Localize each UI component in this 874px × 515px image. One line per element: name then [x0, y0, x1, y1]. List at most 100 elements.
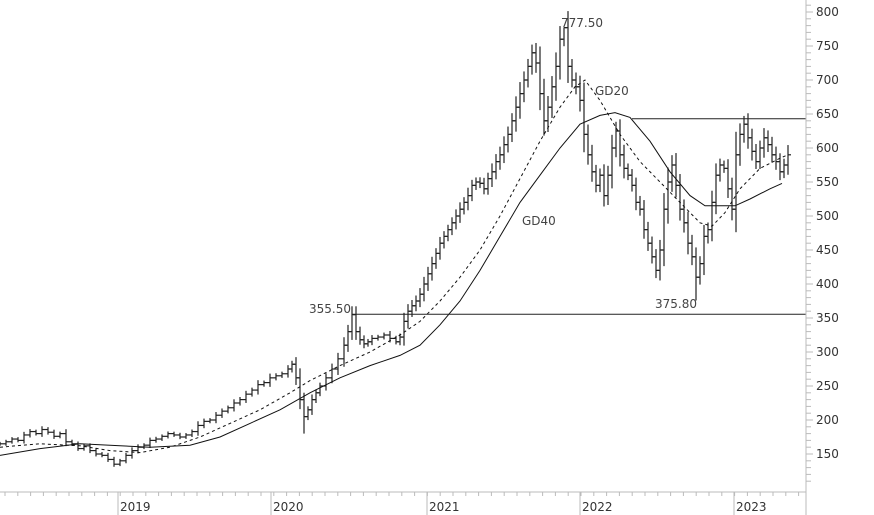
price-bar: [393, 335, 399, 345]
price-bar: [261, 380, 267, 387]
price-bar: [497, 146, 503, 170]
price-bar: [111, 456, 117, 467]
price-bar: [313, 389, 319, 403]
price-bar: [541, 78, 547, 136]
price-bar: [297, 368, 303, 410]
x-tick-label: 2021: [429, 500, 460, 514]
price-bar: [481, 177, 487, 195]
price-bar: [525, 58, 531, 88]
price-bar: [757, 140, 763, 170]
price-bar: [529, 44, 535, 75]
price-bar: [335, 352, 341, 375]
price-bar: [309, 394, 315, 415]
price-bar: [0, 441, 3, 446]
price-bar: [681, 199, 687, 233]
price-bar: [461, 197, 467, 215]
prior-high-label: 355.50: [309, 302, 351, 316]
price-bar: [305, 406, 311, 421]
price-bar: [781, 158, 787, 179]
price-bar: [425, 266, 431, 291]
price-bar: [625, 163, 631, 181]
y-tick-label: 700: [816, 73, 839, 87]
price-bar: [585, 124, 591, 165]
trough-label: 375.80: [655, 297, 697, 311]
y-tick-label: 650: [816, 107, 839, 121]
price-bar: [189, 429, 195, 438]
price-bar: [93, 448, 99, 457]
price-bar: [705, 222, 711, 244]
price-bar: [653, 249, 659, 279]
y-tick-label: 400: [816, 277, 839, 291]
price-bar: [147, 437, 153, 448]
price-bar: [445, 224, 451, 242]
price-bar: [255, 380, 261, 395]
price-bar: [577, 75, 583, 112]
price-bar: [177, 432, 183, 440]
price-bar: [553, 52, 559, 101]
price-bar: [665, 167, 671, 224]
price-bar: [129, 447, 135, 459]
price-bar: [717, 158, 723, 182]
price-bar: [721, 160, 727, 173]
price-bar: [533, 42, 539, 73]
price-bar: [557, 26, 563, 80]
price-bar: [207, 418, 213, 424]
y-tick-label: 150: [816, 447, 839, 461]
price-bar: [509, 113, 515, 143]
price-bar: [401, 312, 407, 346]
price-bar: [697, 256, 703, 285]
price-bar: [381, 332, 387, 340]
price-bar: [159, 434, 165, 441]
price-bar: [39, 426, 45, 437]
price-bar: [213, 412, 219, 424]
y-tick-label: 450: [816, 243, 839, 257]
x-tick-label: 2023: [736, 500, 767, 514]
x-tick-label: 2022: [582, 500, 613, 514]
price-bar: [417, 288, 423, 308]
price-bar: [195, 421, 201, 436]
gd20-label: GD20: [595, 84, 629, 98]
price-bar: [769, 136, 775, 163]
price-bar: [517, 82, 523, 119]
price-bar: [249, 387, 255, 397]
price-bar: [225, 405, 231, 414]
price-bar: [693, 247, 699, 301]
price-bar: [15, 437, 21, 443]
price-bar: [485, 172, 491, 195]
price-bar: [685, 211, 691, 255]
price-bar: [489, 163, 495, 187]
price-bar: [361, 335, 367, 349]
price-bar: [433, 248, 439, 269]
price-bar: [477, 177, 483, 189]
price-bar: [369, 335, 375, 346]
price-bar: [501, 136, 507, 164]
price-bar: [673, 153, 679, 198]
price-bar: [45, 427, 51, 435]
y-tick-label: 800: [816, 5, 839, 19]
price-bar: [573, 72, 579, 95]
price-bar: [725, 159, 731, 198]
price-bar: [629, 169, 635, 192]
price-bar: [621, 144, 627, 179]
price-bar: [117, 458, 123, 467]
price-bar: [581, 82, 587, 153]
price-bar: [521, 71, 527, 103]
plot-area: [0, 11, 791, 467]
y-tick-label: 350: [816, 311, 839, 325]
x-tick-label: 2019: [120, 500, 151, 514]
price-bar: [645, 221, 651, 251]
price-bar: [231, 399, 237, 412]
price-bar: [165, 431, 171, 439]
price-bar: [513, 96, 519, 132]
price-bar: [457, 202, 463, 223]
price-bar: [713, 163, 719, 215]
price-bar: [243, 390, 249, 403]
y-tick-label: 600: [816, 141, 839, 155]
y-tick-label: 750: [816, 39, 839, 53]
gd20-line: [0, 79, 789, 454]
price-bar: [9, 437, 15, 444]
x-axis: 2019 2020 2021 2022 2023: [0, 491, 806, 515]
price-bar: [637, 195, 643, 216]
price-bar: [27, 429, 33, 438]
